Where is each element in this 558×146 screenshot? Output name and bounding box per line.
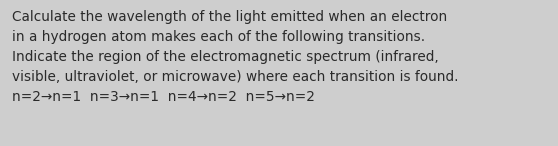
Text: in a hydrogen atom makes each of the following transitions.: in a hydrogen atom makes each of the fol… [12, 30, 425, 44]
Text: n=2→n=1  n=3→n=1  n=4→n=2  n=5→n=2: n=2→n=1 n=3→n=1 n=4→n=2 n=5→n=2 [12, 90, 315, 104]
Text: Calculate the wavelength of the light emitted when an electron: Calculate the wavelength of the light em… [12, 10, 448, 24]
Text: Indicate the region of the electromagnetic spectrum (infrared,: Indicate the region of the electromagnet… [12, 50, 439, 64]
Text: visible, ultraviolet, or microwave) where each transition is found.: visible, ultraviolet, or microwave) wher… [12, 70, 459, 84]
